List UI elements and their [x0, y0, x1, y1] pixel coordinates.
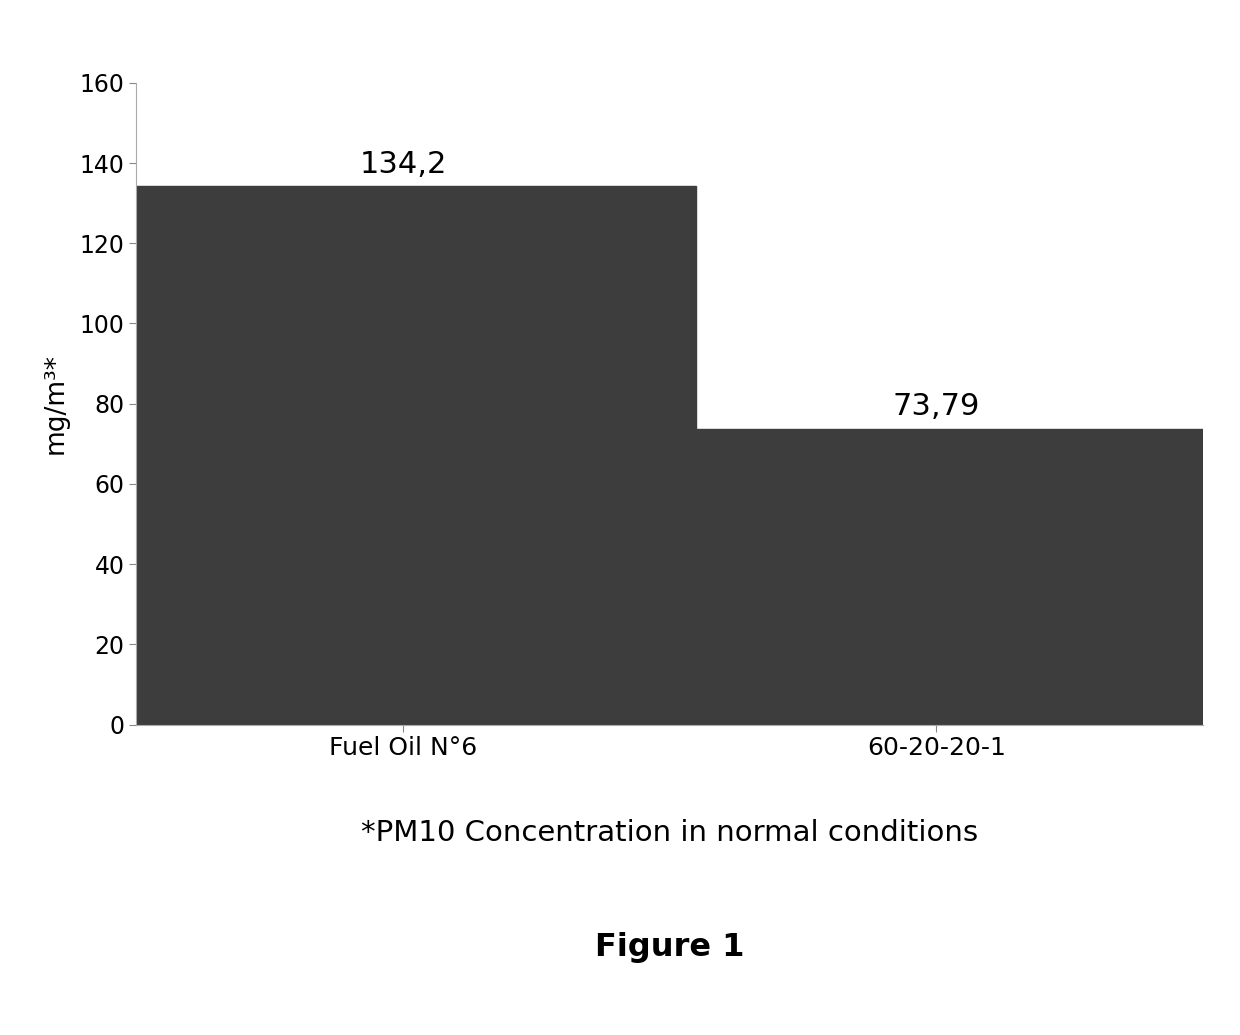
Text: 73,79: 73,79	[893, 392, 980, 421]
Text: *PM10 Concentration in normal conditions: *PM10 Concentration in normal conditions	[361, 819, 978, 848]
Bar	[642, 428, 1229, 724]
Bar	[109, 186, 697, 724]
Y-axis label: mg/m³*: mg/m³*	[42, 353, 68, 454]
Text: Figure 1: Figure 1	[595, 932, 744, 963]
Text: 134,2: 134,2	[360, 150, 446, 179]
